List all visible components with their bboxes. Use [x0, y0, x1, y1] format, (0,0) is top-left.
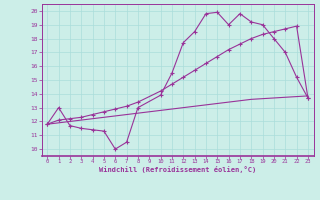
X-axis label: Windchill (Refroidissement éolien,°C): Windchill (Refroidissement éolien,°C) — [99, 166, 256, 173]
